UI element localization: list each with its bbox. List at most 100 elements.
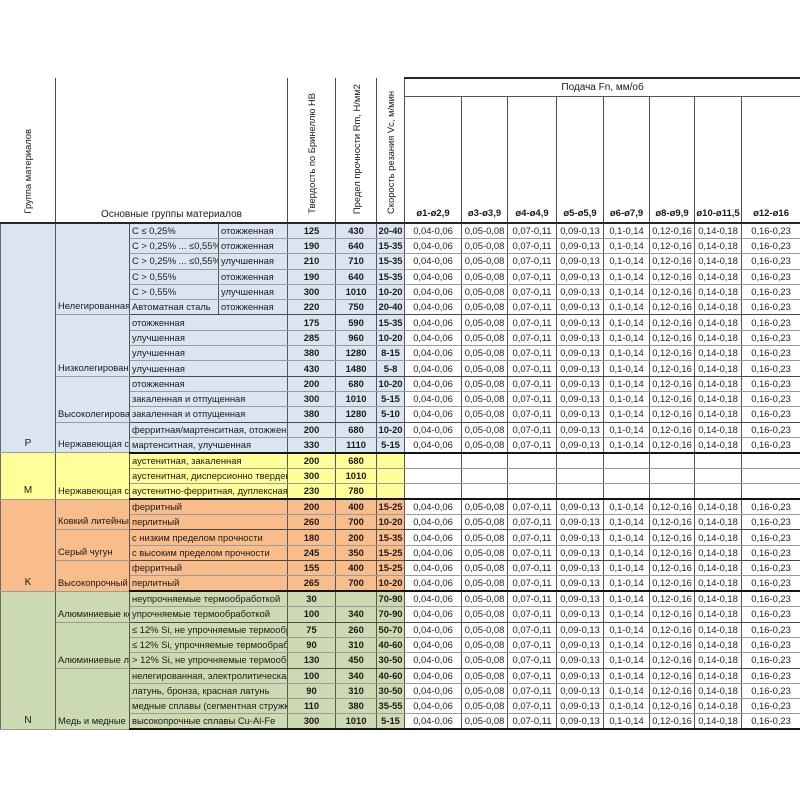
feed-cell: 0,16-0,23: [741, 329, 800, 347]
material-desc-cell: упрочняемые термообработкой: [128, 606, 289, 623]
feed-cell: 0,12-0,16: [649, 436, 696, 454]
diameter-col-header: ø1-ø2,9: [404, 96, 463, 224]
group-letter: K: [0, 498, 56, 592]
feed-cell: 0,12-0,16: [649, 329, 696, 347]
strength-cell: 1010: [335, 390, 378, 408]
feed-cell: 0,1-0,14: [603, 560, 651, 577]
material-desc-cell: латунь, бронза, красная латунь: [128, 682, 289, 700]
feed-cell: 0,14-0,18: [694, 406, 743, 423]
feed-cell: 0,16-0,23: [741, 514, 800, 531]
strength-cell: 350: [335, 544, 378, 562]
feed-cell: 0,16-0,23: [741, 345, 800, 362]
feed-cell: 0,07-0,11: [507, 590, 558, 608]
feed-cell: 0,05-0,08: [461, 698, 509, 715]
feed-cell: 0,04-0,06: [404, 575, 463, 593]
feed-cell: 0,14-0,18: [694, 575, 743, 593]
feed-cell: 0,14-0,18: [694, 253, 743, 270]
feed-cell: 0,07-0,11: [507, 606, 558, 623]
feed-cell: 0,14-0,18: [694, 345, 743, 362]
feed-cell: [507, 452, 558, 469]
feed-cell: 0,16-0,23: [741, 237, 800, 255]
feed-cell: 0,1-0,14: [603, 606, 651, 623]
col-header-material-group: Группа материалов: [22, 129, 34, 214]
group-label: Ковкий литейный чугун: [55, 498, 130, 531]
feed-cell: [603, 467, 651, 485]
hardness-cell: 90: [287, 682, 337, 700]
hardness-cell: 230: [287, 483, 337, 501]
hardness-cell: 285: [287, 329, 337, 347]
material-desc-cell: аустенитная, закаленная: [128, 452, 289, 469]
feed-cell: 0,09-0,13: [556, 360, 605, 377]
feed-cell: [741, 483, 800, 501]
hardness-cell: 125: [287, 222, 337, 239]
feed-cell: [694, 483, 743, 501]
feed-cell: 0,04-0,06: [404, 360, 463, 377]
feed-cell: 0,1-0,14: [603, 436, 651, 454]
feed-cell: 0,09-0,13: [556, 544, 605, 562]
feed-cell: 0,09-0,13: [556, 560, 605, 577]
strength-cell: 430: [335, 222, 378, 239]
material-desc-cell: ≤ 12% Si, упрочняемые термообработкой: [128, 636, 289, 654]
material-state-cell: отожженная: [217, 268, 289, 285]
feed-cell: 0,04-0,06: [404, 560, 463, 577]
feed-cell: 0,16-0,23: [741, 636, 800, 654]
feed-cell: [649, 467, 696, 485]
hardness-cell: 210: [287, 253, 337, 270]
feed-cell: 0,07-0,11: [507, 421, 558, 438]
speed-cell: 30-50: [376, 682, 406, 700]
hardness-cell: 260: [287, 514, 337, 531]
feed-cell: 0,09-0,13: [556, 283, 605, 301]
feed-cell: 0,12-0,16: [649, 375, 696, 392]
feed-cell: 0,09-0,13: [556, 345, 605, 362]
speed-cell: 15-35: [376, 268, 406, 285]
feed-cell: 0,14-0,18: [694, 590, 743, 608]
feed-cell: 0,14-0,18: [694, 652, 743, 669]
hardness-cell: 265: [287, 575, 337, 593]
strength-cell: 1480: [335, 360, 378, 377]
feed-cell: 0,05-0,08: [461, 406, 509, 423]
col-header-speed: Скорость резания Vc, м/мин: [385, 91, 397, 214]
feed-cell: [694, 452, 743, 469]
feed-cell: 0,12-0,16: [649, 682, 696, 700]
speed-cell: 15-35: [376, 314, 406, 331]
feed-cell: 0,05-0,08: [461, 514, 509, 531]
feed-cell: 0,04-0,06: [404, 222, 463, 239]
speed-cell: 10-20: [376, 375, 406, 392]
table-row: закаленная и отпущенная 380 1280 5-10 0,04-0…: [1, 406, 800, 423]
feed-cell: 0,16-0,23: [741, 283, 800, 301]
feed-cell: 0,07-0,11: [507, 375, 558, 392]
feed-cell: [741, 467, 800, 485]
table-row: Автоматная сталь отожженная 220 750 20-40 0,0…: [1, 299, 800, 316]
feed-cell: [741, 452, 800, 469]
hardness-cell: 245: [287, 544, 337, 562]
feed-cell: 0,05-0,08: [461, 713, 509, 731]
feed-cell: 0,05-0,08: [461, 606, 509, 623]
feed-cell: [461, 452, 509, 469]
hardness-cell: 75: [287, 621, 337, 638]
col-header-speed-cell: Скорость резания Vc, м/мин: [376, 78, 406, 224]
diameter-col-header: ø4-ø4,9: [507, 96, 558, 224]
feed-cell: 0,09-0,13: [556, 498, 605, 516]
table-row: Высоколегированная стальотожженная200680…: [1, 375, 800, 423]
material-desc-cell: C ≤ 0,25%: [129, 222, 219, 239]
speed-cell: 30-50: [376, 652, 406, 669]
strength-cell: 680: [335, 452, 378, 469]
hardness-cell: 380: [287, 406, 337, 423]
feed-title: Подача Fn, мм/об: [404, 77, 800, 97]
feed-cell: 0,04-0,06: [404, 253, 463, 270]
feed-cell: 0,16-0,23: [741, 621, 800, 638]
feed-cell: 0,09-0,13: [556, 406, 605, 423]
feed-cell: 0,04-0,06: [404, 652, 463, 669]
feed-cell: 0,05-0,08: [461, 498, 509, 516]
material-desc-cell: ≤ 12% Si, не упрочняемые термообработкой: [128, 621, 289, 638]
feed-cell: 0,16-0,23: [741, 498, 800, 516]
feed-cell: [556, 452, 605, 469]
material-desc-cell: C > 0,55%: [129, 268, 219, 285]
hardness-cell: 30: [287, 590, 337, 608]
speed-cell: 15-25: [376, 544, 406, 562]
feed-cell: 0,12-0,16: [649, 636, 696, 654]
feed-cell: 0,05-0,08: [461, 590, 509, 608]
group-letter: M: [0, 452, 56, 500]
feed-cell: 0,12-0,16: [649, 590, 696, 608]
